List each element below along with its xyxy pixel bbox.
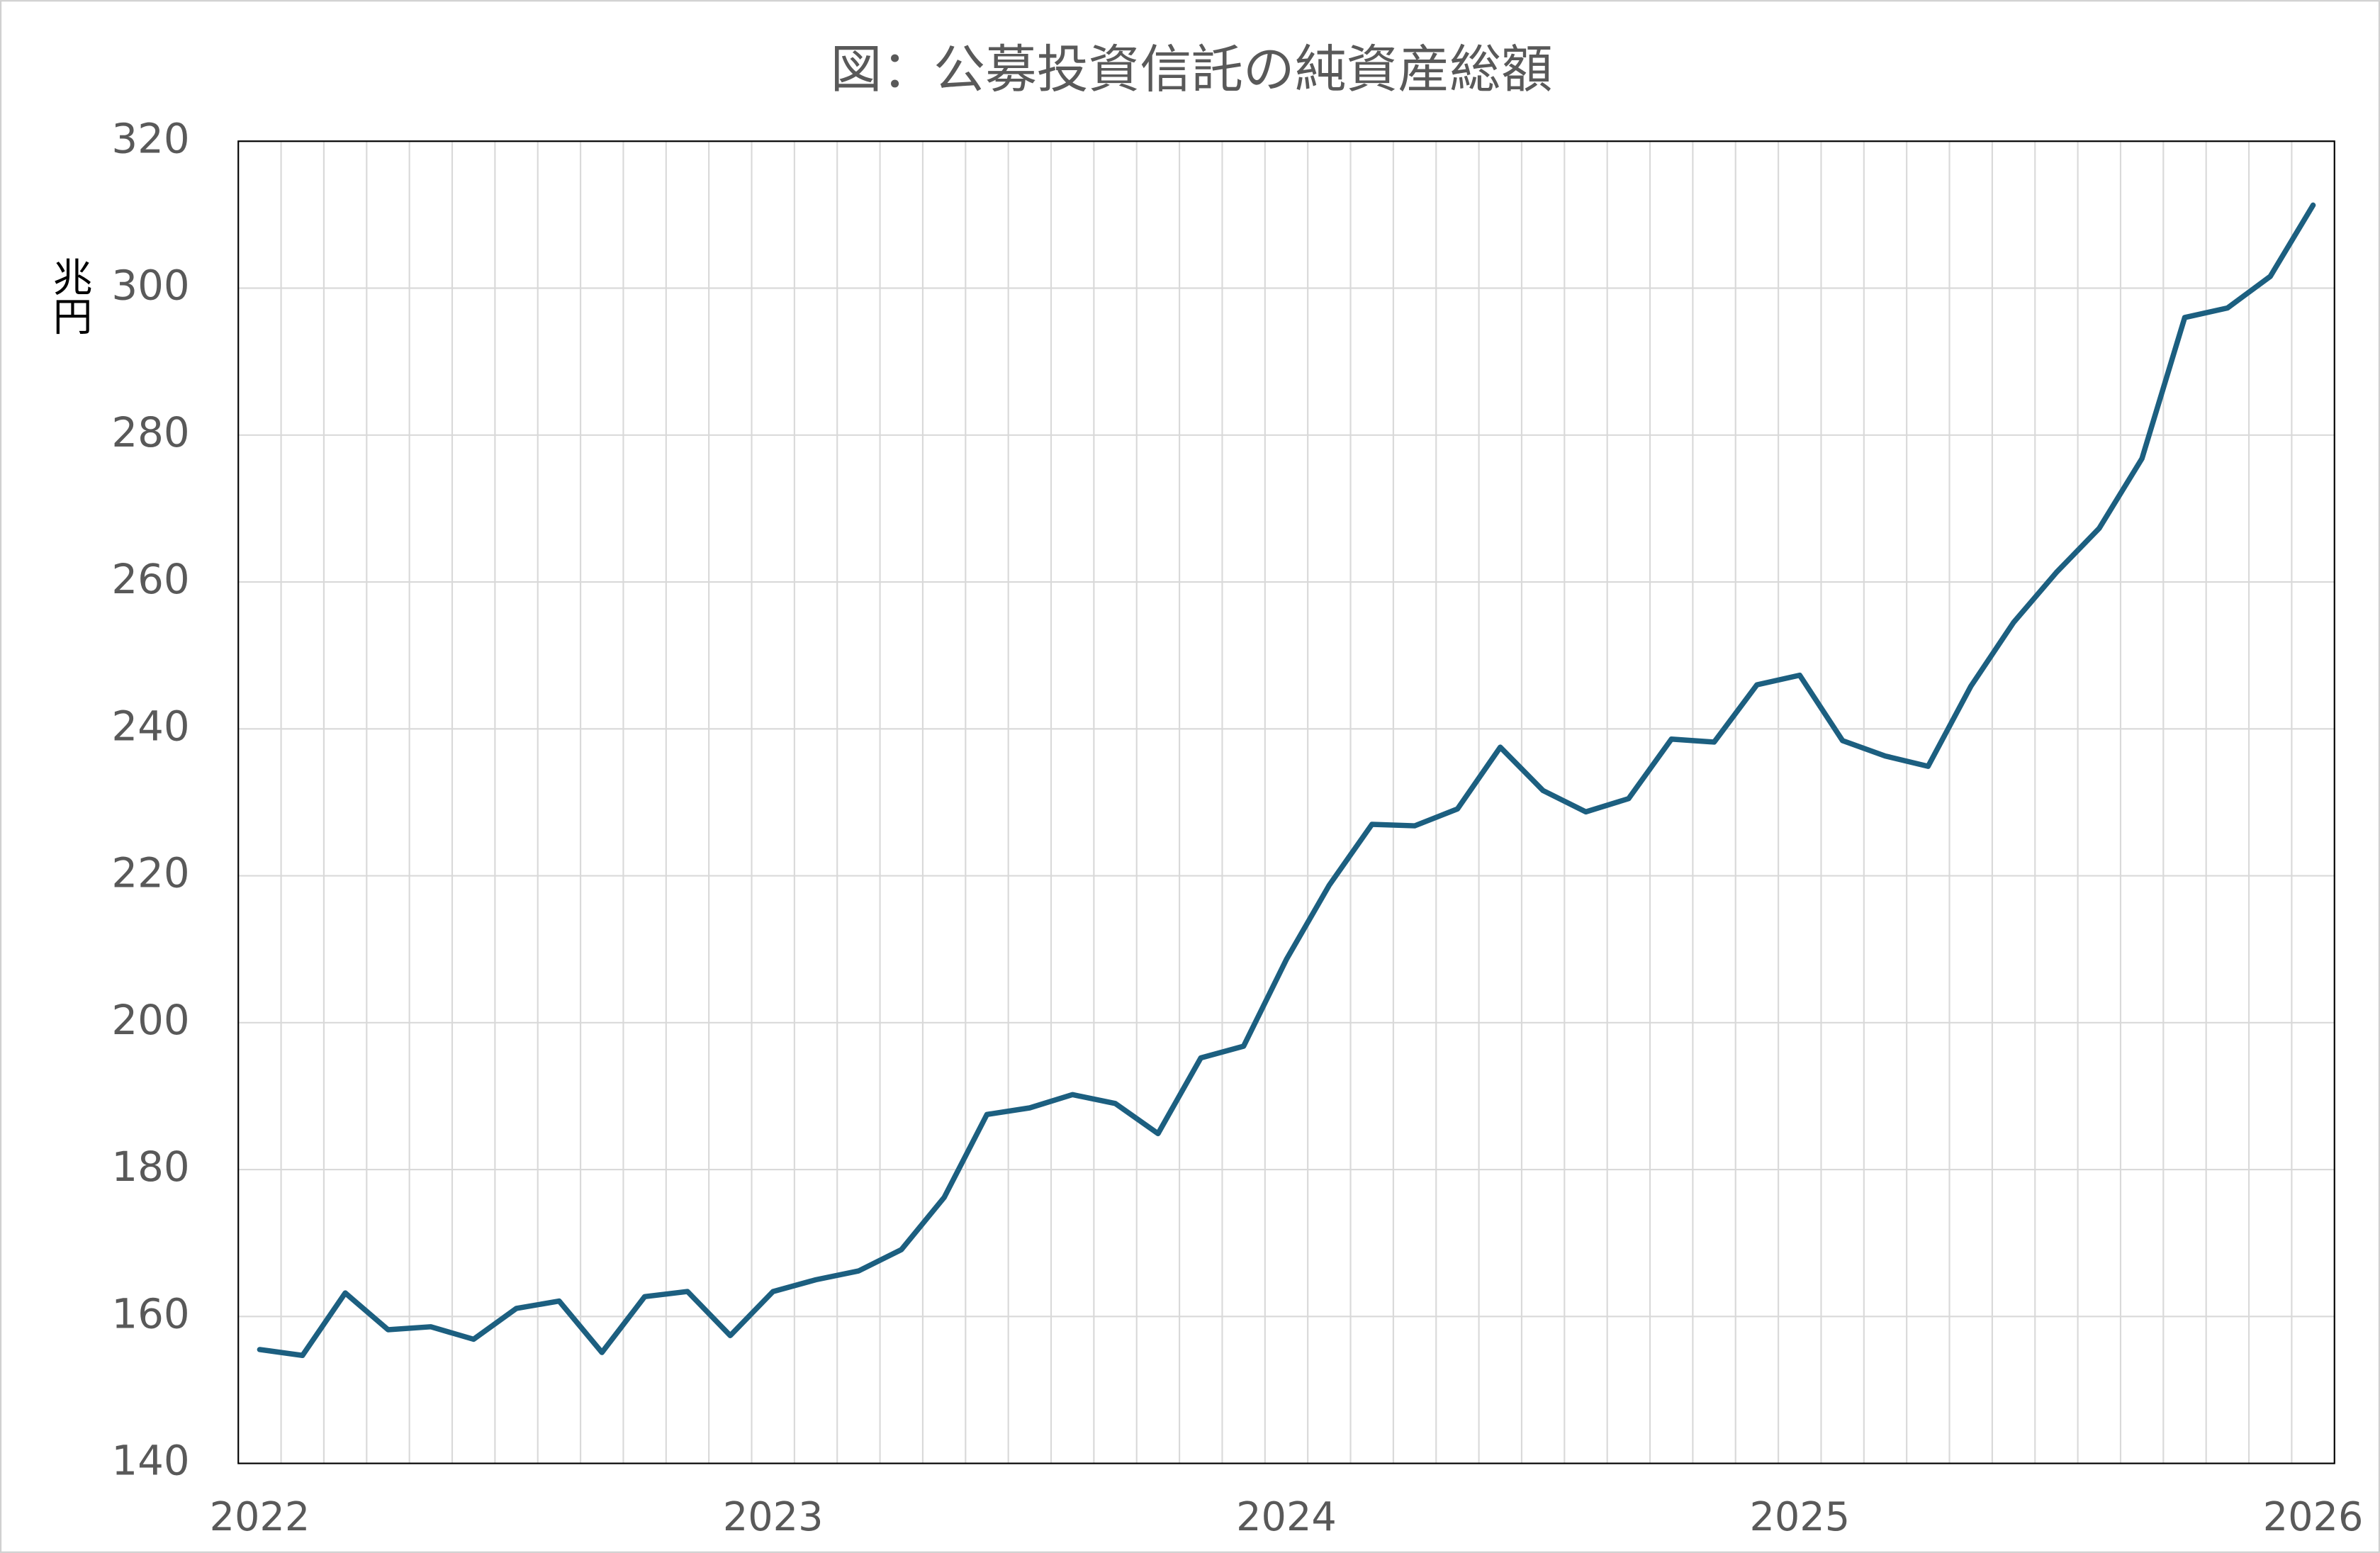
y-tick-label: 140 (111, 1437, 189, 1485)
data-line (257, 202, 2316, 1358)
y-tick-label: 300 (111, 262, 189, 310)
y-tick-label: 180 (111, 1143, 189, 1191)
plot-border (237, 140, 2335, 1464)
x-tick-label: 2025 (1749, 1494, 1850, 1540)
chart-title: 図：公募投資信託の純資産総額 (831, 40, 1553, 100)
y-tick-label: 280 (111, 408, 189, 456)
y-tick-label: 220 (111, 849, 189, 897)
x-tick-label: 2026 (2263, 1494, 2364, 1540)
x-tick-label: 2022 (210, 1494, 310, 1540)
y-axis-label: 兆円 (46, 257, 92, 335)
y-tick-label: 320 (111, 114, 189, 162)
x-tick-label: 2023 (723, 1494, 824, 1540)
y-tick-label: 160 (111, 1289, 189, 1338)
y-tick-label: 260 (111, 555, 189, 603)
y-tick-label: 240 (111, 702, 189, 750)
y-tick-label: 200 (111, 996, 189, 1044)
x-tick-label: 2024 (1236, 1494, 1337, 1540)
